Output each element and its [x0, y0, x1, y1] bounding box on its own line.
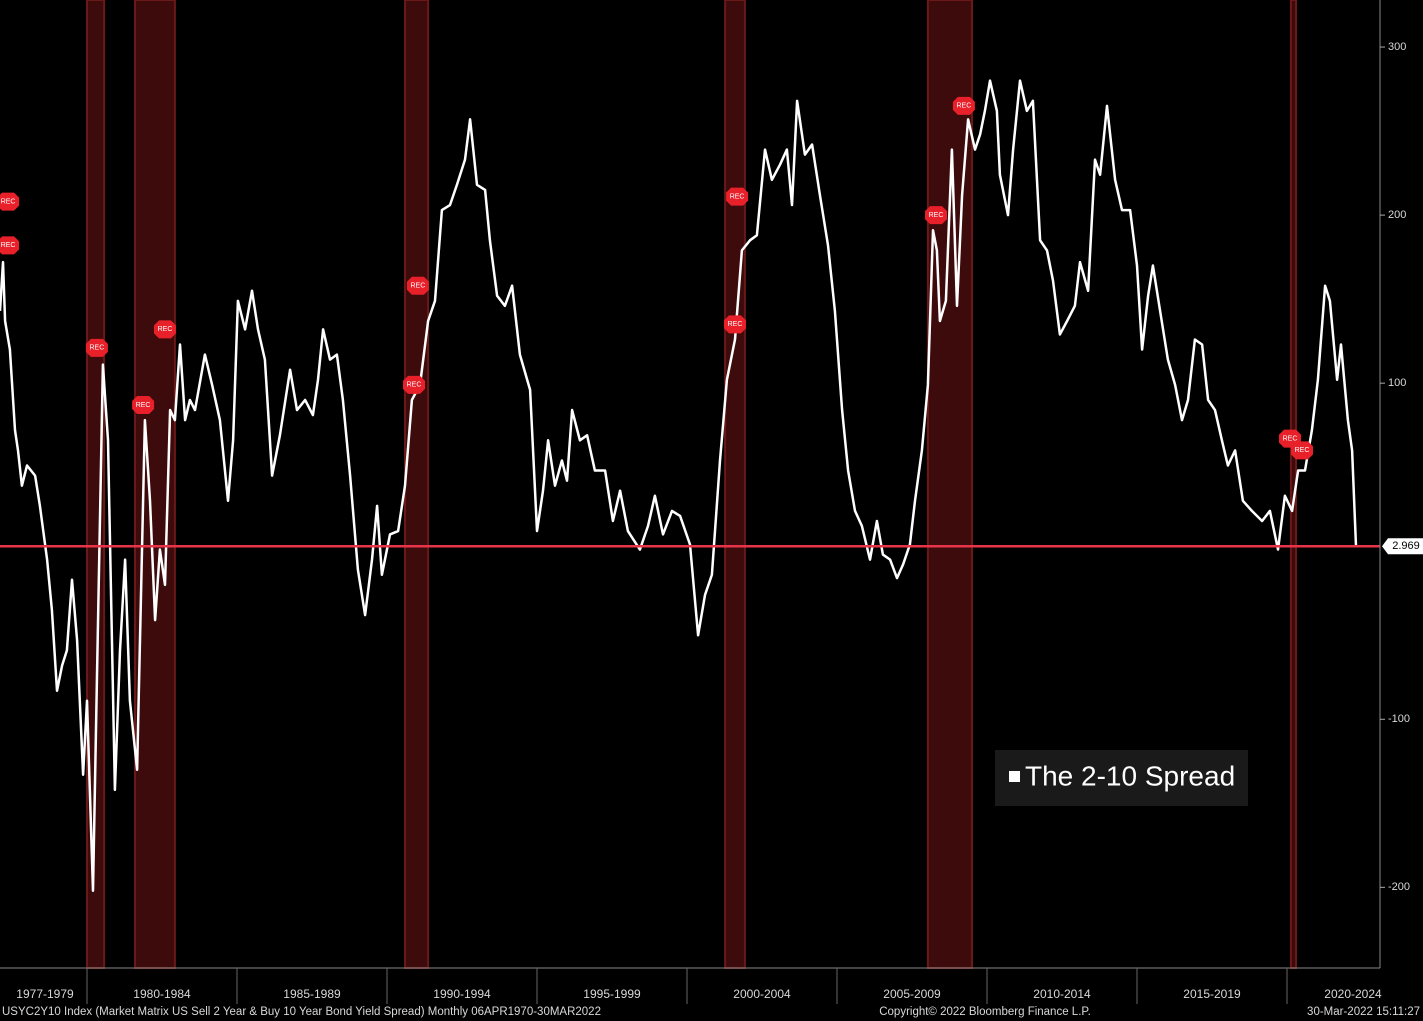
rec-marker: [726, 187, 749, 206]
x-tick-label: 1985-1989: [283, 987, 341, 1001]
rec-marker-label: REC: [411, 283, 426, 290]
x-tick-label: 2000-2004: [733, 987, 791, 1001]
rec-marker-label: REC: [90, 345, 105, 352]
rec-marker-label: REC: [929, 212, 944, 219]
rec-marker-label: REC: [1295, 447, 1310, 454]
rec-marker: [925, 206, 947, 225]
rec-marker-label: REC: [730, 193, 745, 200]
footer-right: 30-Mar-2022 15:11:27: [1307, 1006, 1420, 1018]
last-value-label: 2.969: [1392, 540, 1420, 552]
legend-swatch: [1009, 771, 1020, 782]
footer-left: USYC2Y10 Index (Market Matrix US Sell 2 …: [2, 1006, 601, 1018]
footer-center: Copyright© 2022 Bloomberg Finance L.P.: [879, 1006, 1091, 1018]
rec-marker-label: REC: [1, 199, 16, 206]
x-tick-label: 2005-2009: [883, 987, 941, 1001]
recession-band: [404, 0, 430, 969]
rec-marker-label: REC: [957, 103, 972, 110]
x-tick-label: 2010-2014: [1033, 987, 1091, 1001]
y-tick-label: -200: [1388, 881, 1410, 893]
legend-box: [995, 750, 1248, 806]
x-tick-label: 1995-1999: [583, 987, 641, 1001]
rec-marker: [154, 320, 176, 339]
rec-marker-label: REC: [158, 326, 173, 333]
y-tick-label: -100: [1388, 713, 1410, 725]
rec-marker-label: REC: [728, 321, 743, 328]
plot-layer: REC REC REC REC REC REC REC REC REC REC REC REC REC: [0, 79, 1380, 892]
rec-marker: [0, 192, 20, 211]
x-tick-label: 1977-1979: [16, 987, 74, 1001]
rec-marker: [406, 276, 429, 295]
rec-marker-label: REC: [1283, 435, 1298, 442]
rec-marker: [1291, 441, 1313, 460]
x-tick-label: 1980-1984: [133, 987, 191, 1001]
rec-marker: [0, 236, 20, 255]
rec-marker: [85, 338, 108, 357]
x-tick-label: 2015-2019: [1183, 987, 1241, 1001]
legend-label: The 2-10 Spread: [1025, 760, 1235, 791]
recession-band: [724, 0, 746, 969]
rec-marker: [403, 375, 425, 394]
rec-marker-label: REC: [1, 242, 16, 249]
last-value-tag: [1382, 538, 1423, 555]
y-tick-label: 200: [1388, 209, 1406, 221]
y-tick-label: 300: [1388, 41, 1406, 53]
series-line: [0, 79, 1358, 892]
rec-marker: [132, 396, 155, 415]
rec-marker: [724, 315, 746, 334]
rec-marker-label: REC: [407, 382, 422, 389]
x-tick-label: 1990-1994: [433, 987, 491, 1001]
x-tick-label: 2020-2024: [1324, 987, 1382, 1001]
rec-marker: [952, 96, 975, 115]
y-tick-label: 100: [1388, 377, 1406, 389]
rec-marker-label: REC: [136, 402, 151, 409]
